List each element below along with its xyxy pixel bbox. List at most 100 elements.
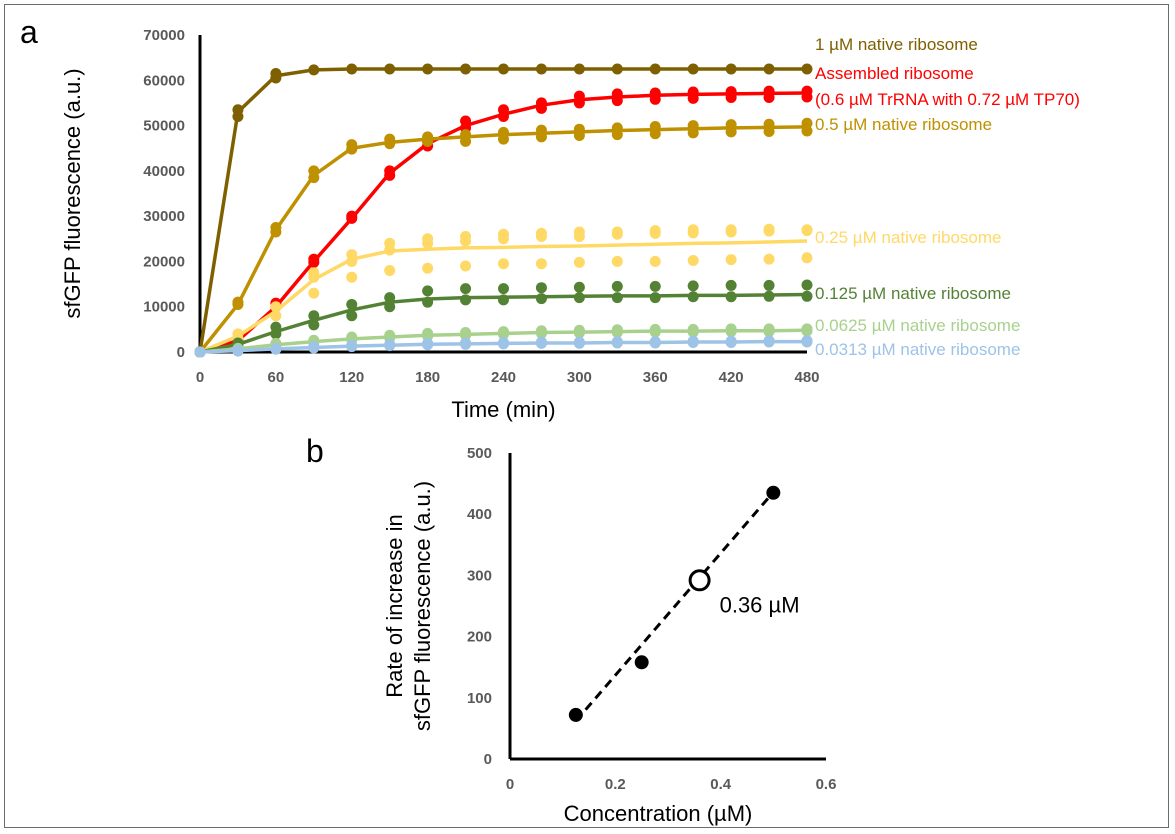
y-tick-label: 70000 [143,27,185,44]
data-point [801,85,813,97]
data-point [535,227,547,239]
data-point [384,165,396,177]
y-tick-label: 10000 [143,299,185,316]
data-point [535,258,547,270]
data-point [573,226,585,238]
series-line [199,328,808,354]
data-point [573,256,585,268]
series-1: Assembled ribosome (0.6 µM TrRNA with 0.7… [194,64,1080,358]
data-point [535,293,547,305]
data-point [460,260,472,272]
y-tick-label: 30000 [143,208,185,225]
series-line [199,91,808,354]
highlight-label: 0.36 µM [720,592,800,617]
x-axis-title: Concentration (µM) [564,801,753,826]
series-label: 0.5 µM native ribosome [815,115,992,134]
panel-label-b: b [306,433,324,469]
data-point [611,280,623,292]
x-tick-label: 360 [643,369,668,386]
x-tick-label: 60 [268,369,285,386]
data-point [725,279,737,291]
data-point [460,231,472,243]
data-point [498,283,509,295]
data-point [649,225,661,237]
series-line [199,292,808,354]
series-label: 0.25 µM native ribosome [815,228,1002,247]
x-tick-label: 180 [415,369,440,386]
data-point [346,271,358,283]
series-line [199,239,808,354]
data-point [687,280,699,292]
data-point [346,298,358,310]
series-0: 1 µM native ribosome [194,35,978,358]
series-6: 0.0313 µM native ribosome [194,335,1020,359]
series-label: Assembled ribosome [815,64,974,83]
data-point [725,224,737,236]
data-point [346,310,358,322]
series-label: 1 µM native ribosome [815,35,978,54]
y-axis-title: sfGFP fluorescence (a.u.) [410,481,435,731]
data-point [801,290,813,302]
trendline [574,491,775,723]
series-label: 0.0625 µM native ribosome [815,316,1020,335]
series-line [198,67,807,353]
x-tick-label: 0.4 [710,776,732,793]
y-tick-label: 0 [484,751,492,768]
data-point [763,253,775,265]
series-2: 0.5 µM native ribosome [194,115,992,358]
highlight-point [688,569,711,592]
data-point [611,324,623,336]
series-3: 0.25 µM native ribosome [194,223,1002,358]
data-point [422,262,434,274]
data-point [801,279,813,291]
data-point [308,267,320,279]
y-axis-title: Rate of increase in [382,514,407,697]
series-line [198,125,808,354]
x-tick-label: 0.2 [605,776,626,793]
data-point [422,285,434,297]
y-axis-title: sfGFP fluorescence (a.u.) [60,68,85,318]
data-point [801,252,813,264]
data-point [611,255,623,267]
data-point [573,281,585,293]
data-point [725,254,737,266]
y-tick-label: 300 [467,567,492,584]
data-point [384,264,396,276]
y-tick-label: 100 [467,690,492,707]
series-label: (0.6 µM TrRNA with 0.72 µM TP70) [815,90,1080,109]
x-tick-label: 0.6 [816,776,837,793]
data-point [687,323,699,335]
y-tick-label: 20000 [143,253,185,270]
data-point [384,237,396,249]
data-point [801,224,813,236]
data-point [568,707,583,722]
data-point [498,228,509,240]
chart-b-rate-vs-concentration: 0 100 200 300 400 500 0 0.2 0.4 0.6 Concentration … [382,445,836,826]
y-tick-label: 40000 [143,163,185,180]
x-tick-label: 420 [719,369,744,386]
data-point [763,223,775,235]
data-point [308,287,320,299]
x-axis-title: Time (min) [451,397,555,422]
data-point [535,325,547,337]
y-tick-label: 500 [467,445,492,462]
data-point [649,323,661,335]
data-point [687,255,699,267]
series-label: 0.125 µM native ribosome [815,284,1011,303]
y-tick-label: 50000 [143,118,185,135]
series-line [199,339,807,354]
chart-a-fluorescence-time-course: 0 10000 20000 30000 40000 50000 60000 70000 0 60 1… [60,27,1080,422]
y-tick-label: 400 [467,506,492,523]
data-point [611,226,623,238]
series-label: 0.0313 µM native ribosome [815,340,1020,359]
x-tick-label: 120 [339,369,364,386]
data-point [766,485,781,500]
data-point [611,292,623,304]
x-tick-label: 0 [506,776,514,793]
data-point [535,282,547,294]
x-tick-label: 0 [196,369,204,386]
y-tick-label: 0 [177,344,185,361]
data-point [763,279,775,291]
y-tick-label: 200 [467,629,492,646]
